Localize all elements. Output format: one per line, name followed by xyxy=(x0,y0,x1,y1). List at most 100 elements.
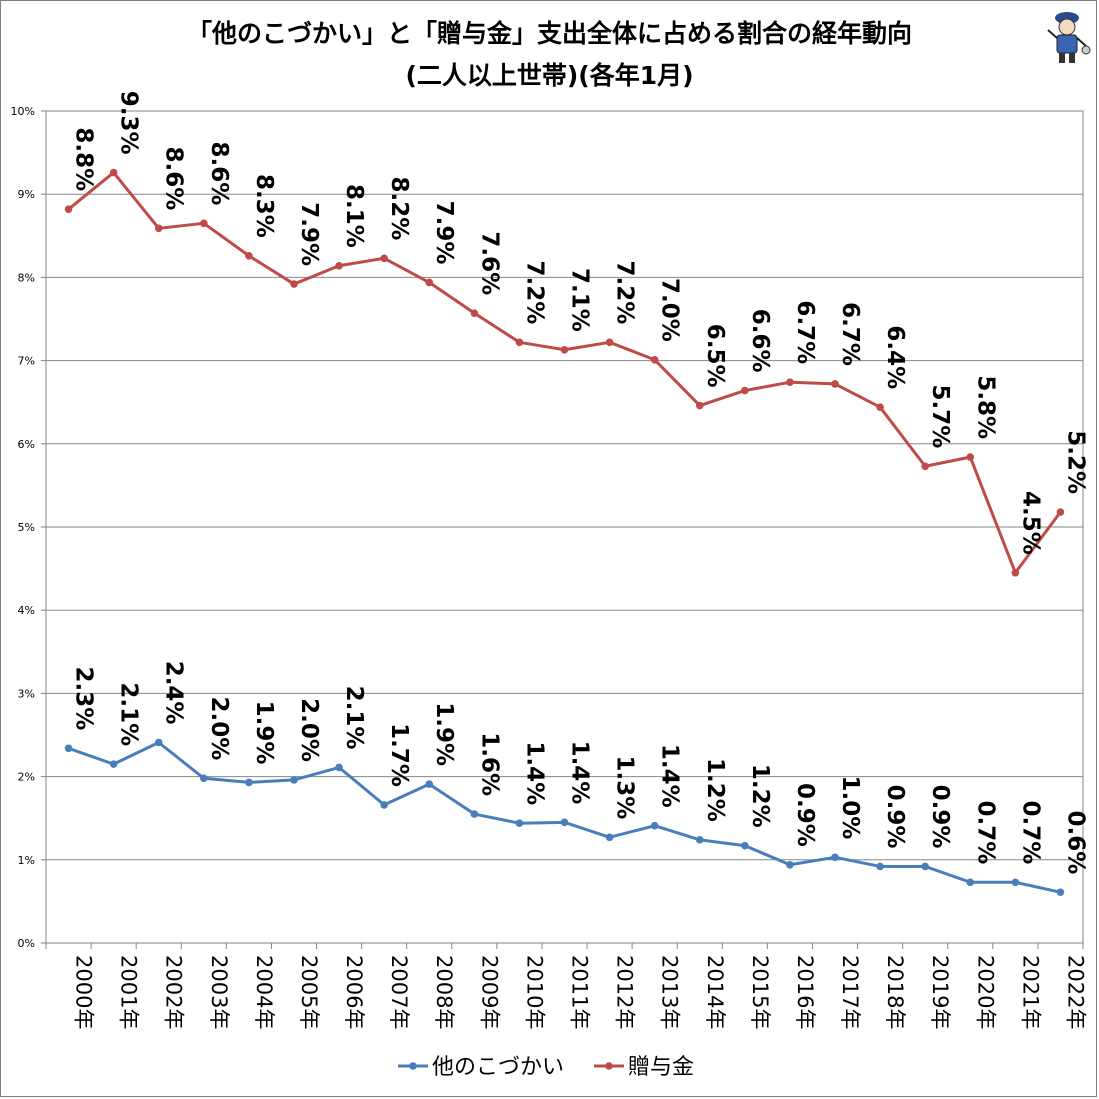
y-tick-label: 10% xyxy=(11,105,35,118)
x-tick-label: 2007年 xyxy=(387,955,411,1029)
data-point xyxy=(335,261,343,270)
mascot-icon xyxy=(1047,12,1091,63)
data-point xyxy=(876,862,884,871)
data-label: 1.6% xyxy=(476,732,502,796)
data-point xyxy=(245,251,253,260)
x-tick-label: 2017年 xyxy=(838,955,862,1029)
data-point xyxy=(966,453,975,461)
data-label: 1.9% xyxy=(431,702,457,766)
data-point xyxy=(966,878,975,887)
data-point xyxy=(1011,568,1020,577)
y-tick-label: 6% xyxy=(18,438,35,451)
data-label: 1.4% xyxy=(521,741,547,805)
legend-marker xyxy=(409,1062,417,1070)
x-tick-label: 2012年 xyxy=(613,955,637,1029)
y-tick-label: 2% xyxy=(18,771,35,784)
x-tick-label: 2001年 xyxy=(117,955,141,1029)
data-point xyxy=(380,801,388,809)
data-label: 8.6% xyxy=(206,142,232,206)
data-label: 7.6% xyxy=(476,231,502,295)
x-tick-label: 2014年 xyxy=(703,955,727,1029)
x-tick-label: 2018年 xyxy=(883,955,907,1029)
data-point xyxy=(741,386,749,395)
data-label: 4.5% xyxy=(1017,491,1043,555)
data-point xyxy=(515,338,524,347)
data-label: 1.3% xyxy=(612,756,638,820)
data-label: 0.7% xyxy=(972,800,998,864)
legend-marker xyxy=(605,1062,613,1070)
data-label: 2.1% xyxy=(341,686,367,750)
data-point xyxy=(921,862,929,871)
series-line xyxy=(67,171,1062,575)
x-tick-label: 2002年 xyxy=(162,955,186,1029)
y-tick-label: 9% xyxy=(18,188,35,201)
data-label: 5.2% xyxy=(1062,430,1088,494)
data-point xyxy=(831,853,839,862)
data-label: 2.1% xyxy=(116,682,142,746)
data-point xyxy=(290,776,298,784)
data-point xyxy=(560,818,569,827)
data-point xyxy=(831,380,839,388)
x-tick-label: 2010年 xyxy=(522,955,546,1029)
data-point xyxy=(876,403,884,411)
data-label: 7.2% xyxy=(612,260,638,324)
data-label: 6.7% xyxy=(792,300,818,364)
data-label: 7.2% xyxy=(521,260,547,324)
data-point xyxy=(64,205,73,213)
data-point xyxy=(786,860,794,869)
data-point xyxy=(560,345,569,354)
data-point xyxy=(64,744,73,753)
data-label: 9.3% xyxy=(116,91,142,155)
data-label: 7.9% xyxy=(296,202,322,266)
data-label: 7.9% xyxy=(431,201,457,265)
data-point xyxy=(470,810,479,818)
data-label: 1.9% xyxy=(251,701,277,765)
chart-title-line2: (二人以上世帯)(各年1月) xyxy=(405,61,694,90)
data-point xyxy=(425,278,434,287)
data-label: 8.8% xyxy=(71,127,97,191)
y-tick-label: 8% xyxy=(18,271,35,284)
data-point xyxy=(1011,878,1020,887)
data-point xyxy=(290,280,298,288)
series-line xyxy=(68,740,1061,894)
data-point xyxy=(154,224,163,233)
x-tick-label: 2020年 xyxy=(973,955,997,1029)
x-tick-label: 2005年 xyxy=(297,955,321,1029)
x-tick-label: 2000年 xyxy=(72,955,96,1029)
data-point xyxy=(605,338,614,347)
data-label: 2.0% xyxy=(296,698,322,762)
data-point xyxy=(470,309,479,317)
data-label: 1.7% xyxy=(386,723,412,787)
data-label: 6.5% xyxy=(702,324,728,388)
legend-label: 贈与金 xyxy=(628,1055,694,1080)
data-point xyxy=(425,780,434,788)
data-label: 6.6% xyxy=(747,309,773,373)
data-label: 0.6% xyxy=(1062,810,1088,874)
x-tick-label: 2015年 xyxy=(748,955,772,1029)
data-label: 5.7% xyxy=(927,384,953,448)
data-label: 0.9% xyxy=(882,785,908,849)
data-label: 2.3% xyxy=(71,667,97,731)
x-tick-label: 2003年 xyxy=(207,955,231,1029)
data-label: 8.1% xyxy=(341,184,367,248)
x-tick-label: 2013年 xyxy=(658,955,682,1029)
x-tick-label: 2009年 xyxy=(477,955,501,1029)
x-tick-label: 2022年 xyxy=(1063,955,1087,1029)
data-label: 0.7% xyxy=(1017,800,1043,864)
x-tick-label: 2004年 xyxy=(252,955,276,1029)
data-point xyxy=(921,462,929,471)
data-label: 0.9% xyxy=(792,783,818,847)
data-label: 8.2% xyxy=(386,176,412,240)
data-point xyxy=(154,738,163,747)
data-label: 6.7% xyxy=(837,302,863,366)
data-label: 0.9% xyxy=(927,785,953,849)
x-tick-label: 2006年 xyxy=(342,955,366,1029)
data-point xyxy=(1056,508,1065,516)
data-label: 8.6% xyxy=(161,147,187,211)
y-tick-label: 1% xyxy=(18,854,35,867)
x-tick-label: 2016年 xyxy=(793,955,817,1029)
data-point xyxy=(741,841,749,850)
data-point xyxy=(650,355,659,364)
